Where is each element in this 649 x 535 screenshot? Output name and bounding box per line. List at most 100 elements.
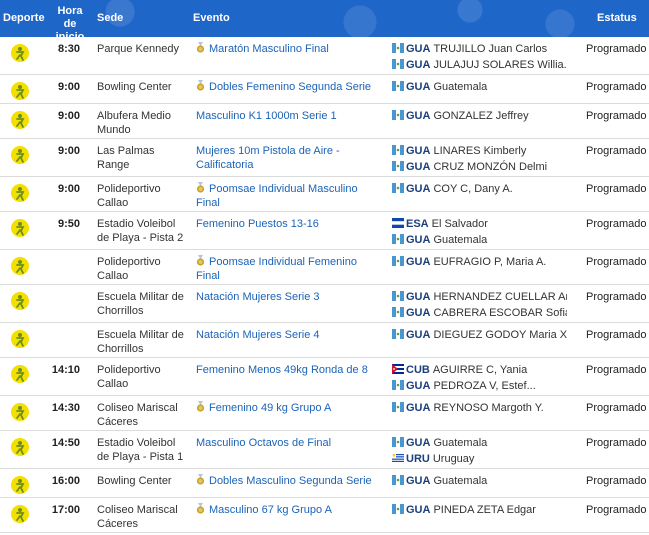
event-name: Dobles Femenino Segunda Serie [209, 81, 372, 93]
beach-volleyball-icon [10, 218, 30, 238]
event-name: Poomsae Individual Masculino Final [196, 183, 358, 209]
participant[interactable]: GUA LINARES Kimberly [392, 144, 567, 160]
event-link[interactable]: Femenino Puestos 13-16 [196, 217, 381, 231]
start-time: 9:50 [57, 218, 80, 230]
venue: Parque Kennedy [97, 43, 179, 55]
start-time: 8:30 [57, 43, 80, 55]
participant-name: PEDROZA V, Estef... [433, 380, 536, 392]
medal-icon [196, 182, 205, 193]
table-row: 14:30 Coliseo Mariscal Cáceres Femenino 49… [0, 396, 649, 431]
country-code: CUB [406, 364, 430, 376]
table-row: 8:30 Parque Kennedy Maratón Masculino Fina… [0, 37, 649, 75]
country-code: GUA [406, 256, 431, 268]
table-row: 9:00 Albufera Medio Mundo Masculino K1 100… [0, 104, 649, 139]
event-link[interactable]: Dobles Masculino Segunda Serie [196, 474, 381, 488]
participant[interactable]: GUA GONZALEZ Jeffrey [392, 109, 567, 125]
country-code: GUA [406, 59, 431, 71]
beach-volleyball-icon [10, 437, 30, 457]
venue: Coliseo Mariscal Cáceres [97, 402, 178, 428]
event-link[interactable]: Masculino Octavos de Final [196, 436, 381, 450]
participant[interactable]: GUA Guatemala [392, 80, 567, 96]
table-row: 14:50 Estadio Voleibol de Playa - Pista 1… [0, 431, 649, 469]
status-badge: Programado [586, 110, 647, 122]
status-badge: Programado [586, 291, 647, 303]
participant-name: Uruguay [432, 453, 475, 465]
event-name: Femenino Puestos 13-16 [196, 218, 319, 230]
guatemala-flag [392, 475, 404, 485]
medal-icon [196, 503, 205, 514]
taekwondo-icon [10, 183, 30, 203]
start-time: 14:30 [51, 402, 80, 414]
status-badge: Programado [586, 437, 647, 449]
participant[interactable]: GUA Guatemala [392, 474, 567, 490]
uruguay-flag [392, 453, 404, 463]
event-name: Femenino Menos 49kg Ronda de 8 [196, 364, 368, 376]
participant[interactable]: GUA EUFRAGIO P, Maria A. [392, 255, 567, 271]
event-link[interactable]: Dobles Femenino Segunda Serie [196, 80, 381, 94]
country-code: GUA [406, 504, 431, 516]
event-name: Poomsae Individual Femenino Final [196, 256, 357, 282]
participant[interactable]: CUB AGUIRRE C, Yania [392, 363, 567, 379]
cuba-flag [392, 364, 404, 374]
participants: GUA GONZALEZ Jeffrey [392, 109, 567, 125]
event-link[interactable]: Femenino Menos 49kg Ronda de 8 [196, 363, 381, 377]
event-name: Dobles Masculino Segunda Serie [209, 475, 372, 487]
participants: GUA REYNOSO Margoth Y. [392, 401, 567, 417]
event-link[interactable]: Maratón Masculino Final [196, 42, 381, 56]
participant[interactable]: GUA CRUZ MONZÓN Delmi [392, 160, 567, 176]
table-row: 17:00 Coliseo Mariscal Cáceres Masculino 6… [0, 498, 649, 533]
participant[interactable]: GUA PINEDA ZETA Edgar [392, 503, 567, 519]
event-link[interactable]: Natación Mujeres Serie 3 [196, 290, 381, 304]
participant[interactable]: URU Uruguay [392, 452, 567, 468]
participant[interactable]: GUA COY C, Dany A. [392, 182, 567, 198]
participants: ESA El Salvador GUA Guatemala [392, 217, 567, 249]
swimming-icon [10, 329, 30, 349]
participants: GUA PINEDA ZETA Edgar [392, 503, 567, 519]
medal-icon [196, 80, 205, 91]
status-badge: Programado [586, 364, 647, 376]
participant[interactable]: GUA Guatemala [392, 233, 567, 249]
event-link[interactable]: Natación Mujeres Serie 4 [196, 328, 381, 342]
event-link[interactable]: Masculino K1 1000m Serie 1 [196, 109, 381, 123]
participants: GUA Guatemala [392, 80, 567, 96]
participant[interactable]: ESA El Salvador [392, 217, 567, 233]
event-link[interactable]: Masculino 67 kg Grupo A [196, 503, 381, 517]
participant[interactable]: GUA Guatemala [392, 436, 567, 452]
guatemala-flag [392, 234, 404, 244]
participant[interactable]: GUA HERNANDEZ CUELLAR An... [392, 290, 567, 306]
participant[interactable]: GUA JULAJUJ SOLARES Willia... [392, 58, 567, 74]
swimming-icon [10, 291, 30, 311]
country-code: GUA [406, 329, 431, 341]
header-sede: Sede [97, 12, 124, 24]
participant[interactable]: GUA PEDROZA V, Estef... [392, 379, 567, 395]
participant[interactable]: GUA TRUJILLO Juan Carlos [392, 42, 567, 58]
participants: GUA COY C, Dany A. [392, 182, 567, 198]
participant-name: HERNANDEZ CUELLAR An... [433, 291, 567, 303]
header-deporte: Deporte [3, 12, 45, 24]
event-link[interactable]: Mujeres 10m Pistola de Aire - Calificato… [196, 144, 381, 172]
event-name: Masculino K1 1000m Serie 1 [196, 110, 337, 122]
weightlifting-icon [10, 402, 30, 422]
participant[interactable]: GUA CABRERA ESCOBAR Sofia [392, 306, 567, 322]
table-row: Escuela Militar de Chorrillos Natación Mu… [0, 323, 649, 358]
event-name: Natación Mujeres Serie 3 [196, 291, 320, 303]
event-link[interactable]: Poomsae Individual Femenino Final [196, 255, 381, 283]
participant-name: GONZALEZ Jeffrey [433, 110, 529, 122]
event-link[interactable]: Femenino 49 kg Grupo A [196, 401, 381, 415]
table-row: 16:00 Bowling Center Dobles Masculino Segu… [0, 469, 649, 498]
venue: Polideportivo Callao [97, 364, 161, 390]
table-row: Polideportivo Callao Poomsae Individual F… [0, 250, 649, 285]
country-code: GUA [406, 307, 431, 319]
participant[interactable]: GUA REYNOSO Margoth Y. [392, 401, 567, 417]
country-code: GUA [406, 81, 431, 93]
event-link[interactable]: Poomsae Individual Masculino Final [196, 182, 381, 210]
status-badge: Programado [586, 183, 647, 195]
header-hora: Hora de inicio [55, 5, 85, 43]
guatemala-flag [392, 145, 404, 155]
medal-icon [196, 42, 205, 53]
country-code: GUA [406, 291, 431, 303]
status-badge: Programado [586, 81, 647, 93]
start-time: 16:00 [51, 475, 80, 487]
